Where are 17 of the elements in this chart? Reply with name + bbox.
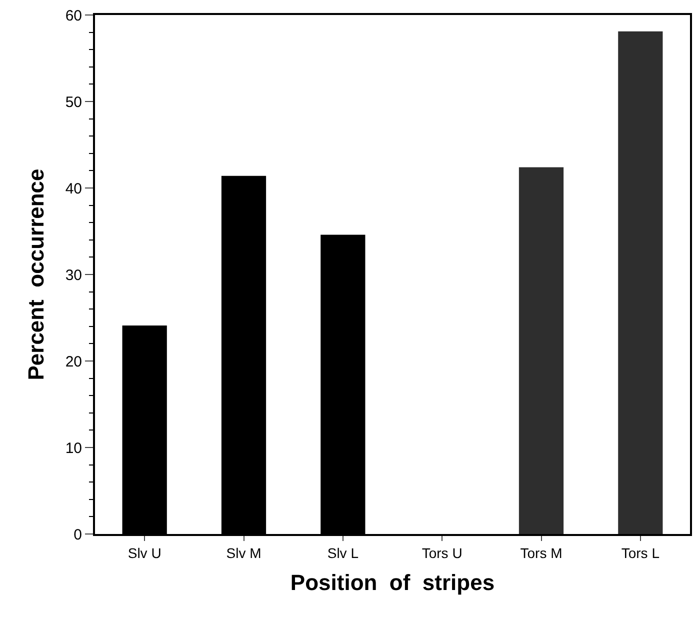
y-tick-label: 50 <box>65 94 82 111</box>
y-tick-label: 40 <box>65 180 82 198</box>
x-tick-label: Tors M <box>520 544 562 561</box>
x-tick-label: Tors L <box>621 544 660 561</box>
y-tick-label: 60 <box>65 7 82 24</box>
x-tick-label: Slv U <box>128 544 162 561</box>
y-axis-title: Percent occurrence <box>24 168 49 380</box>
y-tick-label: 10 <box>65 440 82 457</box>
x-axis-title: Position of stripes <box>290 570 495 596</box>
y-tick-label: 20 <box>65 353 82 370</box>
x-tick-label: Slv M <box>226 544 262 561</box>
x-tick-label: Slv L <box>327 544 359 561</box>
x-tick-label: Tors U <box>422 544 462 561</box>
y-tick-label: 30 <box>65 266 82 284</box>
bar <box>618 31 663 534</box>
y-tick-label: 0 <box>74 526 82 544</box>
bar <box>518 167 564 534</box>
